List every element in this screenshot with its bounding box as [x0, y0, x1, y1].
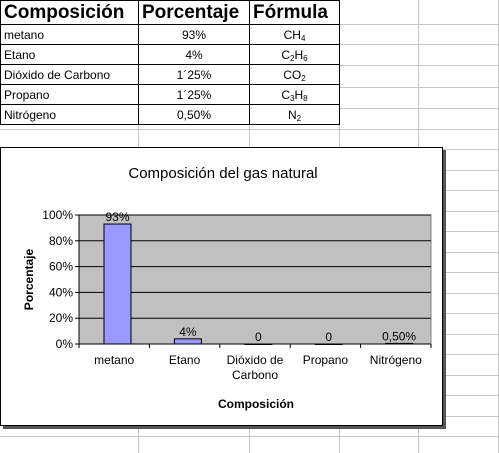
table-row: Propano 1´25% C3H8 [0, 84, 340, 105]
cell-formula[interactable]: C3H8 [249, 84, 340, 105]
chart-canvas: 0% 20% 40% 60% 80% 100% 93% metano 4% Etano 0 Dióxi… [22, 165, 432, 411]
x-tick-label: metano [94, 353, 134, 367]
formula-part: CH [283, 27, 301, 42]
cell-percentage[interactable]: 4% [138, 44, 250, 65]
x-tick-label: Carbono [232, 368, 278, 382]
cell-percentage[interactable]: 0,50% [138, 104, 250, 125]
cell-component[interactable]: Etano [0, 44, 139, 65]
cell-formula[interactable]: CH4 [249, 24, 340, 45]
formula-part: 6 [303, 53, 308, 63]
y-tick-label: 0% [56, 337, 74, 351]
cell-percentage[interactable]: 93% [138, 24, 250, 45]
chart-title: Composición del gas natural [128, 165, 317, 182]
cell-component[interactable]: Dióxido de Carbono [0, 64, 139, 85]
bar-chart[interactable]: 0% 20% 40% 60% 80% 100% 93% metano 4% Etano 0 Dióxi… [0, 147, 443, 426]
formula-part: 2 [296, 113, 302, 123]
table-header-row: Composición Porcentaje Fórmula [0, 0, 340, 25]
formula-part: 4 [300, 33, 306, 43]
formula-part: H [294, 87, 304, 102]
x-axis-title: Composición [218, 397, 294, 411]
bar [385, 342, 414, 345]
table-row: Etano 4% C2H6 [0, 44, 340, 65]
x-tick-label: Dióxido de [227, 353, 284, 367]
cell-formula[interactable]: CO2 [249, 64, 340, 85]
data-label: 93% [105, 210, 129, 224]
bar [244, 343, 273, 345]
formula-part: C [281, 47, 291, 62]
formula-part: 2 [301, 73, 306, 83]
cell-component[interactable]: metano [0, 24, 139, 45]
y-tick-label: 40% [49, 285, 73, 299]
cell-percentage[interactable]: 1´25% [138, 84, 250, 105]
data-label: 0 [255, 330, 262, 344]
y-tick-label: 20% [49, 311, 73, 325]
formula-part: H [294, 47, 304, 62]
formula-part: CO [283, 67, 302, 82]
y-axis-title: Porcentaje [22, 248, 36, 310]
cell-formula[interactable]: N2 [249, 104, 340, 125]
y-tick-label: 100% [42, 208, 73, 222]
bar [173, 338, 202, 345]
data-label: 0,50% [382, 329, 416, 343]
x-tick-label: Propano [303, 353, 349, 367]
y-tick-label: 60% [49, 260, 73, 274]
data-label: 0 [325, 330, 332, 344]
data-label: 4% [179, 325, 197, 339]
formula-part: 2 [290, 53, 295, 63]
formula-part: 3 [290, 93, 295, 103]
formula-part: 8 [303, 93, 308, 103]
plot-area [78, 214, 432, 345]
cell-formula[interactable]: C2H6 [249, 44, 340, 65]
composition-table: Composición Porcentaje Fórmula metano 93%… [0, 0, 340, 125]
formula-part: C [281, 87, 291, 102]
bar [103, 223, 132, 345]
header-cell-formula[interactable]: Fórmula [249, 0, 340, 25]
header-cell-porcentaje[interactable]: Porcentaje [138, 0, 250, 25]
cell-percentage[interactable]: 1´25% [138, 64, 250, 85]
x-tick-label: Nitrógeno [370, 353, 422, 367]
x-tick-label: Etano [169, 353, 201, 367]
formula-part: N [287, 107, 297, 122]
table-row: Nitrógeno 0,50% N2 [0, 104, 340, 125]
header-cell-composicion[interactable]: Composición [0, 0, 139, 25]
table-row: Dióxido de Carbono 1´25% CO2 [0, 64, 340, 85]
cell-component[interactable]: Propano [0, 84, 139, 105]
bar [314, 343, 343, 345]
cell-component[interactable]: Nitrógeno [0, 104, 139, 125]
y-tick-label: 80% [49, 234, 73, 248]
table-row: metano 93% CH4 [0, 24, 340, 45]
